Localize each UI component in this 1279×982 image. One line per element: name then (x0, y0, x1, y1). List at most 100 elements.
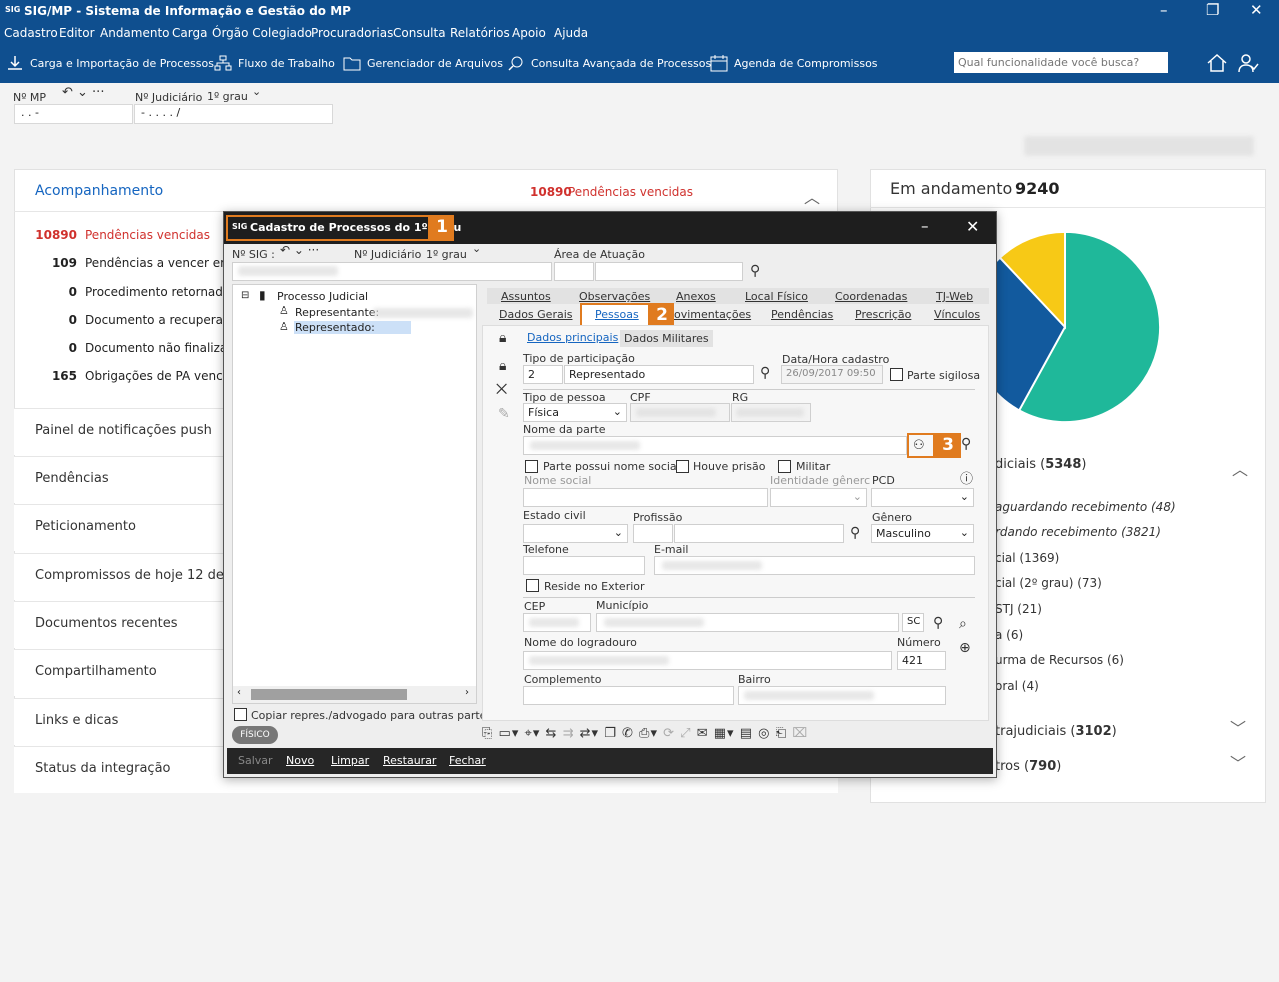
lock-icon[interactable]: 🔒︎ (499, 330, 507, 346)
limpar-button[interactable]: Limpar (331, 754, 370, 767)
tab-pendencias[interactable]: Pendências (771, 308, 834, 321)
tab-pessoas[interactable]: Pessoas (595, 308, 639, 321)
tab-movimentacoes[interactable]: ovimentações (674, 308, 752, 321)
menu-cadastro[interactable]: Cadastro (4, 26, 58, 40)
nome-social-input[interactable] (523, 488, 768, 507)
tab-assuntos[interactable]: Assuntos (501, 290, 551, 303)
scroll-thumb[interactable] (251, 689, 407, 700)
undo-icon[interactable]: ↶ ⌄ ··· (62, 85, 105, 100)
njud-input[interactable]: - . . . . / (134, 104, 333, 124)
search-icon[interactable]: ⚲ (933, 615, 944, 631)
mail-icon[interactable]: ✉ (696, 726, 709, 741)
tab-prescricao[interactable]: Prescrição (855, 308, 912, 321)
copiar-checkbox[interactable] (234, 708, 247, 721)
merge-icon[interactable]: ⇉ (562, 726, 575, 741)
scroll-right-icon[interactable]: › (465, 687, 469, 698)
chevron-down-icon[interactable]: ⌄ (252, 85, 262, 98)
subtab-dados-principais[interactable]: Dados principais (527, 331, 619, 344)
tools-icon[interactable]: ⌖ (524, 726, 533, 741)
estado-civil-select[interactable]: ⌄ (523, 524, 628, 543)
tab-pessoas-active[interactable] (582, 305, 648, 326)
grau-select[interactable]: 1º grau (426, 248, 467, 261)
tab-observacoes[interactable]: Observações (579, 290, 651, 303)
tree-collapse-icon[interactable]: ⊟ (241, 290, 250, 301)
parte-sigilosa-checkbox[interactable] (890, 368, 903, 381)
tipo-pessoa-select[interactable]: Física ⌄ (523, 403, 627, 422)
feature-search-input[interactable] (954, 52, 1168, 73)
minimize-icon[interactable]: – (1160, 1, 1168, 19)
pcd-select[interactable]: ⌄ (871, 488, 974, 507)
fechar-button[interactable]: Fechar (449, 754, 486, 767)
list-item[interactable]: 165 Obrigações de PA vencida (51, 369, 241, 383)
person-remove-icon[interactable]: ⨉ (496, 382, 508, 398)
menu-ajuda[interactable]: Ajuda (554, 26, 589, 40)
tab-coordenadas[interactable]: Coordenadas (835, 290, 908, 303)
users-icon[interactable] (1237, 52, 1259, 74)
uf-input[interactable]: SC (902, 613, 924, 632)
status-item[interactable]: oral (4) (995, 679, 1039, 693)
toolbar-carga-importacao[interactable]: Carga e Importação de Processos (6, 54, 214, 72)
chevron-up-icon[interactable]: ︿ (1232, 460, 1249, 479)
scroll-left-icon[interactable]: ‹ (237, 687, 241, 698)
status-item[interactable]: cial (2º grau) (73) (995, 576, 1102, 590)
expand-icon[interactable]: ⤢ (680, 726, 692, 741)
tab-local-fisico[interactable]: Local Físico (745, 290, 808, 303)
nmp-input[interactable]: . . - (14, 104, 133, 124)
novo-button[interactable]: Novo (286, 754, 315, 767)
grau-select[interactable]: 1º grau (207, 90, 248, 103)
logradouro-input[interactable] (523, 651, 892, 670)
map-lookup-icon[interactable]: ⌕ (959, 616, 967, 632)
phone-icon[interactable]: ✆ (621, 726, 634, 741)
menu-consulta[interactable]: Consulta (393, 26, 446, 40)
horizontal-scrollbar[interactable]: ‹ › (233, 686, 476, 703)
profissao-code[interactable] (633, 524, 673, 543)
militar-checkbox[interactable] (778, 460, 791, 473)
search-icon[interactable]: ⚲ (850, 525, 861, 541)
minimize-icon[interactable]: – (921, 217, 929, 235)
close-icon[interactable]: ✕ (966, 217, 980, 236)
identidade-select[interactable]: ⌄ (770, 488, 867, 507)
restaurar-button[interactable]: Restaurar (383, 754, 437, 767)
status-item[interactable]: a (6) (995, 628, 1024, 642)
list-item[interactable]: 0 Documento a recuperar (68, 313, 228, 327)
menu-apoio[interactable]: Apoio (512, 26, 546, 40)
group-judiciais[interactable]: diciais (5348) (995, 457, 1087, 472)
toolbar-fluxo-trabalho[interactable]: Fluxo de Trabalho (214, 54, 335, 72)
genero-select[interactable]: Masculino ⌄ (871, 524, 974, 543)
tab-dados-gerais[interactable]: Dados Gerais (499, 308, 573, 321)
tipo-participacao-code[interactable]: 2 (523, 365, 563, 384)
audit-icon[interactable]: ◎ (758, 726, 771, 741)
houve-prisao-checkbox[interactable] (676, 460, 689, 473)
menu-relatorios[interactable]: Relatórios (450, 26, 510, 40)
tree-root[interactable]: Processo Judicial (277, 290, 369, 303)
menu-carga[interactable]: Carga (172, 26, 208, 40)
nome-social-checkbox[interactable] (525, 460, 538, 473)
person-edit-icon[interactable]: ✎ (498, 406, 510, 422)
complemento-input[interactable] (523, 686, 734, 705)
reside-exterior-checkbox[interactable] (526, 579, 539, 592)
status-item[interactable]: STJ (21) (995, 602, 1042, 616)
status-item[interactable]: rdando recebimento (3821) (995, 525, 1161, 539)
tab-vinculos[interactable]: Vínculos (934, 308, 981, 321)
location-add-icon[interactable]: ⊕ (959, 640, 971, 656)
toolbar-gerenciador-arquivos[interactable]: Gerenciador de Arquivos (343, 54, 503, 72)
list-item[interactable]: 10890 Pendências vencidas (35, 228, 210, 242)
numero-input[interactable]: 421 (897, 651, 946, 670)
pie-slice-2[interactable] (998, 230, 1066, 330)
split-icon[interactable]: ⇆ (545, 726, 558, 741)
copy-icon[interactable]: ❐ (604, 726, 617, 741)
close-icon[interactable]: ✕ (1250, 1, 1263, 19)
lock-person-icon[interactable]: 🔒︎ (499, 358, 507, 374)
tipo-participacao-input[interactable]: Representado (564, 365, 754, 384)
search-icon[interactable]: ⚲ (750, 263, 761, 279)
pie-slice-0[interactable] (1017, 230, 1161, 424)
folder-icon[interactable]: ▭ (498, 726, 512, 741)
tree-representado[interactable]: Representado: (294, 321, 411, 334)
status-item[interactable]: aguardando recebimento (48) (995, 500, 1176, 514)
menu-editor[interactable]: Editor (59, 26, 95, 40)
help-icon[interactable]: ⓘ (960, 472, 974, 487)
print-icon[interactable]: ⎙ (639, 726, 651, 741)
folder-move-icon[interactable]: ▤ (739, 726, 754, 741)
status-item[interactable]: urma de Recursos (6) (995, 653, 1124, 667)
email-input[interactable] (654, 556, 975, 575)
